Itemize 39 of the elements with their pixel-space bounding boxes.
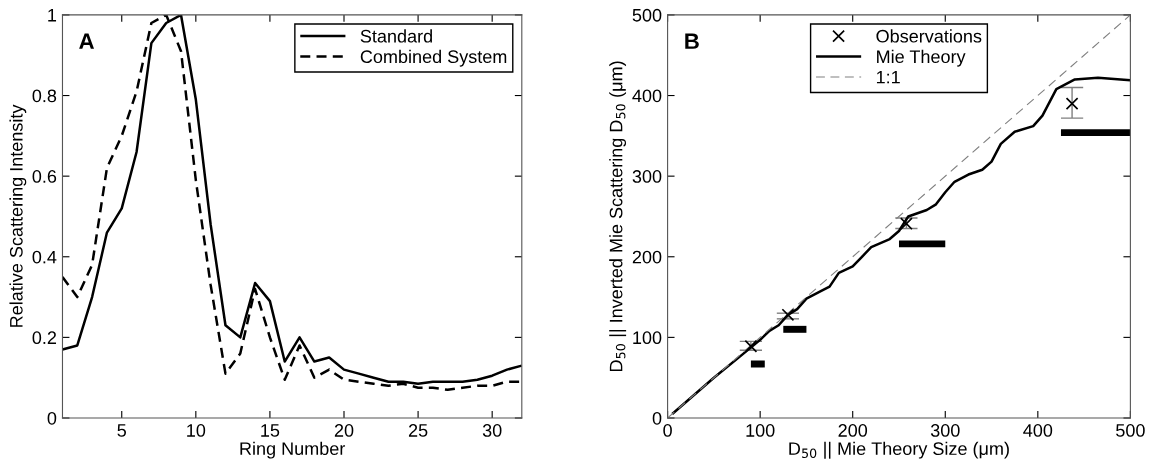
legend-label: Standard: [360, 29, 432, 43]
y-axis-title: Relative Scattering Intensity: [9, 104, 27, 327]
x-tick-label: 25: [408, 424, 428, 437]
x-tick-label: 300: [930, 424, 960, 437]
x-tick-label: 10: [187, 424, 206, 437]
x-axis-title: D$_{50}$ || Mie Theory Size (μm): [789, 441, 1009, 459]
annotation: B: [685, 33, 699, 49]
y-tick-label: 100: [633, 331, 662, 345]
point: [900, 217, 913, 231]
y-tick-label: 200: [632, 250, 662, 264]
y-tick-label: 0.4: [32, 250, 57, 264]
x-tick-label: 100: [746, 424, 775, 437]
legend-label: Combined System: [360, 49, 507, 67]
x-tick-label: 20: [334, 424, 354, 437]
y-tick-label: 400: [632, 89, 662, 103]
y-tick-label: 0.8: [32, 89, 57, 103]
x-axis-title: Ring Number: [240, 441, 346, 459]
y-tick-label: 500: [632, 8, 662, 22]
x-tick-label: 0: [663, 424, 672, 437]
y-tick-label: 300: [632, 170, 662, 183]
y-tick-label: 0: [652, 411, 662, 425]
y-tick-label: 0: [47, 411, 57, 425]
point: [1065, 97, 1079, 110]
x-tick-label: 15: [261, 424, 280, 437]
x-tick-label: 500: [1116, 424, 1145, 437]
x-tick-label: 30: [482, 424, 502, 437]
y-tick-label: 0.6: [32, 170, 57, 183]
x-tick-label: 5: [117, 424, 127, 437]
y-tick-label: 0.2: [32, 331, 57, 345]
legend-label: Mie Theory: [877, 49, 966, 67]
y-tick-label: 1: [48, 9, 57, 22]
point: [781, 308, 795, 322]
legend-label: 1:1: [876, 70, 900, 84]
annotation: A: [79, 33, 95, 49]
point: [744, 339, 758, 353]
legend-label: Observations: [876, 29, 982, 43]
x-tick-label: 400: [1023, 424, 1053, 437]
x-tick-label: 200: [838, 424, 868, 437]
y-axis-title: D$_{50}$ || Inverted Mie Scattering D$_{50}$ (μm): [609, 61, 627, 372]
